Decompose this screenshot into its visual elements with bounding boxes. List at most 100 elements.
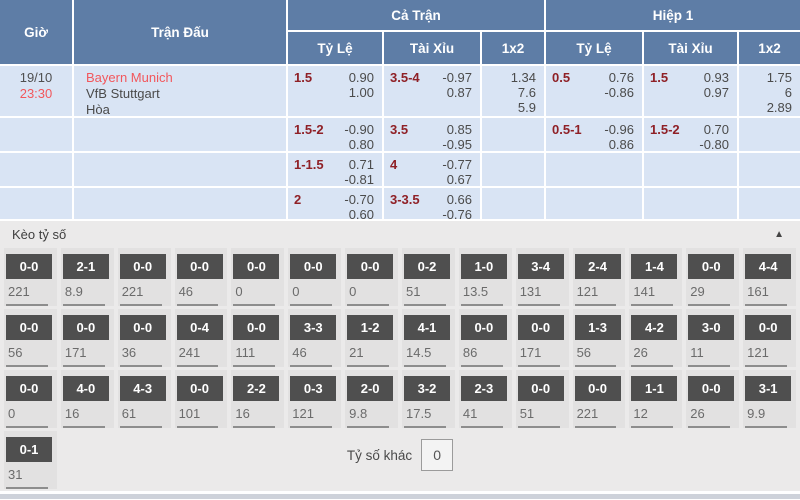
score-box[interactable]: 0-0 [347, 254, 394, 279]
score-cell[interactable]: 0-0 0 [4, 370, 57, 428]
score-cell[interactable]: 0-0 121 [743, 309, 796, 367]
score-cell[interactable]: 3-3 46 [288, 309, 342, 367]
ft-1x2-cell[interactable]: 1.34 7.6 5.9 [482, 66, 544, 116]
score-box[interactable]: 4-2 [631, 315, 678, 340]
score-cell[interactable]: 0-0 221 [572, 370, 626, 428]
score-box[interactable]: 0-0 [6, 315, 52, 340]
score-cell[interactable]: 1-3 56 [572, 309, 626, 367]
score-cell[interactable]: 2-1 8.9 [60, 248, 114, 306]
score-cell[interactable]: 2-2 16 [231, 370, 285, 428]
score-box[interactable]: 0-0 [6, 254, 52, 279]
score-box[interactable]: 1-2 [347, 315, 394, 340]
score-box[interactable]: 0-0 [233, 254, 280, 279]
score-box[interactable]: 0-0 [62, 315, 109, 340]
score-box[interactable]: 2-4 [574, 254, 621, 279]
score-cell[interactable]: 1-2 21 [345, 309, 398, 367]
ft-handicap-cell[interactable]: 1-1.5 0.71 -0.81 [288, 153, 382, 186]
score-box[interactable]: 3-4 [517, 254, 564, 279]
score-box[interactable]: 0-0 [290, 254, 337, 279]
score-cell[interactable]: 4-0 16 [60, 370, 114, 428]
score-cell[interactable]: 0-0 26 [686, 370, 740, 428]
score-box[interactable]: 0-0 [6, 376, 52, 401]
ft-handicap-cell[interactable]: 1.5 0.90 1.00 [288, 66, 382, 116]
collapse-triangle-icon[interactable]: ▲ [774, 229, 784, 240]
score-cell[interactable]: 0-3 121 [288, 370, 342, 428]
score-cell[interactable]: 0-0 46 [174, 248, 228, 306]
score-box[interactable]: 0-0 [745, 315, 792, 340]
score-box[interactable]: 4-0 [62, 376, 109, 401]
score-cell[interactable]: 0-0 51 [515, 370, 569, 428]
score-cell[interactable]: 0-0 221 [117, 248, 171, 306]
score-box[interactable]: 0-0 [688, 254, 735, 279]
score-box[interactable]: 2-1 [62, 254, 109, 279]
score-cell[interactable]: 4-4 161 [743, 248, 796, 306]
score-cell[interactable]: 2-3 41 [458, 370, 512, 428]
score-box[interactable]: 0-0 [517, 376, 564, 401]
score-box[interactable]: 0-0 [119, 315, 166, 340]
score-cell[interactable]: 3-2 17.5 [402, 370, 455, 428]
score-box[interactable]: 4-4 [745, 254, 792, 279]
score-box[interactable]: 1-3 [574, 315, 621, 340]
score-box[interactable]: 0-0 [176, 254, 223, 279]
score-cell[interactable]: 0-1 31 [4, 431, 57, 489]
ft-overunder-cell[interactable]: 4 -0.77 0.67 [384, 153, 480, 186]
score-box[interactable]: 1-0 [460, 254, 507, 279]
score-cell[interactable]: 0-0 171 [515, 309, 569, 367]
score-cell[interactable]: 0-0 29 [686, 248, 740, 306]
ft-handicap-cell[interactable]: 1.5-2 -0.90 0.80 [288, 118, 382, 151]
score-box[interactable]: 2-0 [347, 376, 394, 401]
score-cell[interactable]: 2-0 9.8 [345, 370, 398, 428]
ft-overunder-cell[interactable]: 3-3.5 0.66 -0.76 [384, 188, 480, 219]
score-cell[interactable]: 0-0 0 [231, 248, 285, 306]
score-cell[interactable]: 0-4 241 [174, 309, 228, 367]
score-box[interactable]: 0-3 [290, 376, 337, 401]
score-cell[interactable]: 1-4 141 [629, 248, 683, 306]
score-cell[interactable]: 1-0 13.5 [458, 248, 512, 306]
score-box[interactable]: 0-2 [404, 254, 450, 279]
ft-overunder-cell[interactable]: 3.5 0.85 -0.95 [384, 118, 480, 151]
score-cell[interactable]: 0-0 0 [288, 248, 342, 306]
score-cell[interactable]: 3-1 9.9 [743, 370, 796, 428]
score-cell[interactable]: 2-4 121 [572, 248, 626, 306]
score-box[interactable]: 3-1 [745, 376, 792, 401]
score-cell[interactable]: 0-0 171 [60, 309, 114, 367]
score-cell[interactable]: 3-0 11 [686, 309, 740, 367]
score-cell[interactable]: 0-0 101 [174, 370, 228, 428]
score-cell[interactable]: 0-0 0 [345, 248, 398, 306]
score-cell[interactable]: 0-0 36 [117, 309, 171, 367]
score-box[interactable]: 0-0 [574, 376, 621, 401]
score-cell[interactable]: 4-1 14.5 [402, 309, 455, 367]
score-cell[interactable]: 0-2 51 [402, 248, 455, 306]
score-cell[interactable]: 4-3 61 [117, 370, 171, 428]
score-box[interactable]: 0-0 [176, 376, 223, 401]
score-box[interactable]: 0-0 [688, 376, 735, 401]
score-box[interactable]: 3-3 [290, 315, 337, 340]
h1-handicap-cell[interactable]: 0.5 0.76 -0.86 [546, 66, 642, 116]
score-box[interactable]: 1-4 [631, 254, 678, 279]
score-box[interactable]: 2-3 [460, 376, 507, 401]
ft-overunder-cell[interactable]: 3.5-4 -0.97 0.87 [384, 66, 480, 116]
score-box[interactable]: 0-1 [6, 437, 52, 462]
score-cell[interactable]: 0-0 56 [4, 309, 57, 367]
other-score-input[interactable]: 0 [421, 439, 454, 471]
score-box[interactable]: 3-0 [688, 315, 735, 340]
score-cell[interactable]: 1-1 12 [629, 370, 683, 428]
score-box[interactable]: 2-2 [233, 376, 280, 401]
h1-overunder-cell[interactable]: 1.5-2 0.70 -0.80 [644, 118, 737, 151]
h1-1x2-cell[interactable]: 1.75 6 2.89 [739, 66, 800, 116]
score-box[interactable]: 0-0 [119, 254, 166, 279]
ft-handicap-cell[interactable]: 2 -0.70 0.60 [288, 188, 382, 219]
score-box[interactable]: 0-0 [460, 315, 507, 340]
score-box[interactable]: 0-0 [517, 315, 564, 340]
score-cell[interactable]: 0-0 221 [4, 248, 57, 306]
h1-overunder-cell[interactable]: 1.5 0.93 0.97 [644, 66, 737, 116]
score-box[interactable]: 0-4 [176, 315, 223, 340]
score-box[interactable]: 0-0 [233, 315, 280, 340]
h1-handicap-cell[interactable]: 0.5-1 -0.96 0.86 [546, 118, 642, 151]
score-cell[interactable]: 3-4 131 [515, 248, 569, 306]
score-cell[interactable]: 0-0 86 [458, 309, 512, 367]
score-box[interactable]: 1-1 [631, 376, 678, 401]
score-box[interactable]: 3-2 [404, 376, 450, 401]
score-box[interactable]: 4-1 [404, 315, 450, 340]
score-cell[interactable]: 0-0 111 [231, 309, 285, 367]
